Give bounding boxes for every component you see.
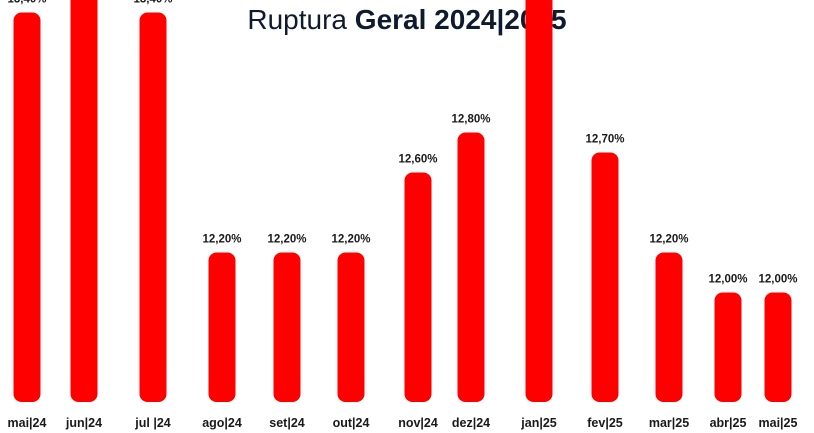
x-tick-label: out|24: [333, 416, 370, 430]
x-tick-label: jan|25: [520, 416, 557, 430]
bar-8: [457, 132, 485, 402]
data-label: 12,00%: [708, 274, 747, 286]
data-label: 13,40%: [7, 0, 46, 6]
bar-11: [655, 252, 683, 402]
data-label: 12,60%: [398, 154, 437, 166]
bar-5: [273, 252, 301, 402]
x-tick-label: mai|25: [759, 416, 798, 430]
bar-13: [764, 292, 792, 402]
data-label: 12,20%: [331, 234, 370, 246]
x-tick-label: jun|24: [65, 416, 102, 430]
x-tick-label: mar|25: [649, 416, 689, 430]
bar-2: [70, 0, 98, 402]
data-label: 13,40%: [133, 0, 172, 6]
x-tick-label: mai|24: [8, 416, 47, 430]
data-label: 12,80%: [451, 114, 490, 126]
bar-10: [591, 152, 619, 402]
bar-3: [139, 12, 167, 402]
data-label: 12,20%: [267, 234, 306, 246]
bar-1: [13, 12, 41, 402]
bar-12: [714, 292, 742, 402]
bar-6: [337, 252, 365, 402]
data-label: 12,20%: [649, 234, 688, 246]
bar-7: [404, 172, 432, 402]
x-tick-label: fev|25: [587, 416, 623, 430]
x-tick-label: abr|25: [710, 416, 747, 430]
data-label: 12,20%: [202, 234, 241, 246]
bar-4: [208, 252, 236, 402]
x-tick-label: set|24: [269, 416, 305, 430]
x-tick-label: dez|24: [452, 416, 490, 430]
bar-9: [525, 0, 553, 402]
x-tick-label: jul |24: [134, 416, 171, 430]
data-label: 12,00%: [758, 274, 797, 286]
x-tick-label: nov|24: [398, 416, 438, 430]
data-label: 12,70%: [585, 134, 624, 146]
chart-title-light: Ruptura: [247, 4, 355, 35]
x-tick-label: ago|24: [202, 416, 242, 430]
